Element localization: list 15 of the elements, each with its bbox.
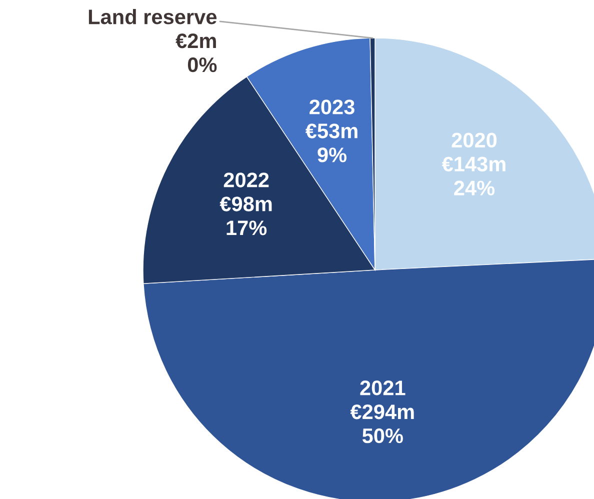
text: 50%	[362, 428, 403, 444]
data-label: €294m	[350, 404, 414, 420]
slice-label: 2020	[452, 132, 497, 148]
data-label: €2m	[176, 33, 216, 48]
data-label: €53m	[305, 124, 358, 138]
slice-label: 2022	[224, 172, 269, 188]
slice-label: 2021	[360, 380, 406, 396]
slice-label: Land reserve	[88, 8, 217, 24]
text: 0%	[188, 57, 217, 72]
slice-label: 2023	[310, 100, 354, 114]
text: 17%	[226, 220, 267, 236]
text: 9%	[318, 148, 347, 162]
data-label: €143m	[442, 156, 506, 172]
text: 24%	[454, 180, 495, 196]
data-label: €98m	[220, 196, 272, 212]
